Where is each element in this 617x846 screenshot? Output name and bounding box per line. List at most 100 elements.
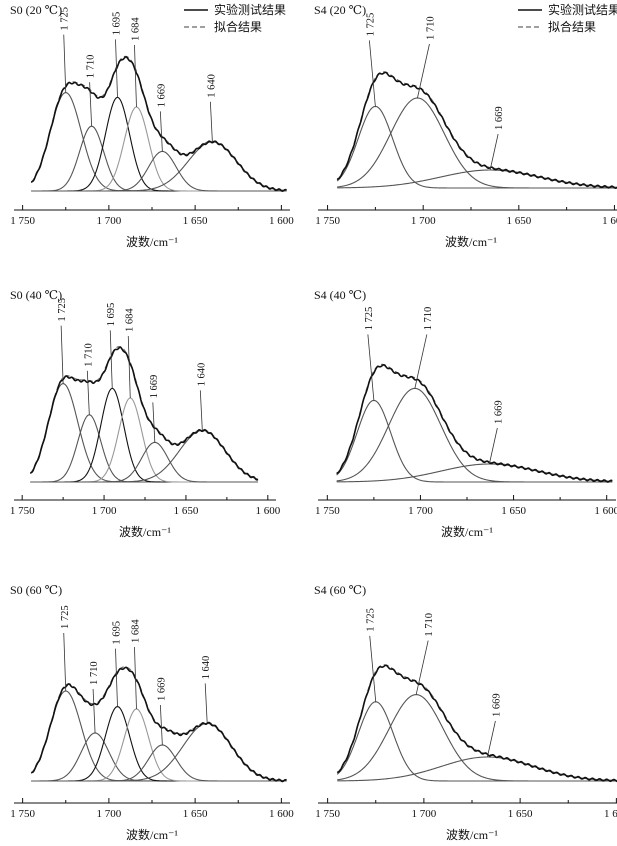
panel-title: S4 (40 ℃) <box>314 288 366 302</box>
fit-result-curve <box>29 346 259 480</box>
x-tick-label: 1 600 <box>269 215 294 227</box>
x-tick-label: 1 700 <box>412 808 437 820</box>
peak-label: 1 695 <box>112 12 123 36</box>
peak-leader-line <box>115 39 118 98</box>
peak-label: 1 725 <box>60 605 71 629</box>
component-peak-1669 <box>31 744 287 782</box>
peak-leader-line <box>92 688 96 734</box>
component-peak-1704 <box>337 694 617 782</box>
peak-label: 1 695 <box>106 303 117 327</box>
peak-label: 1 710 <box>86 55 97 79</box>
x-tick-label: 1 650 <box>183 215 208 227</box>
peak-leader-line <box>199 390 203 431</box>
peak-label: 1 640 <box>201 656 212 680</box>
x-tick-label: 1 750 <box>10 505 35 517</box>
peak-label: 1 640 <box>206 74 217 98</box>
peak-leader-line <box>134 44 137 108</box>
peak-leader-line <box>159 704 163 746</box>
peak-label: 1 684 <box>130 17 141 41</box>
fit-result-curve <box>30 55 287 192</box>
experimental-curve <box>30 55 287 193</box>
component-peak-1703 <box>337 97 617 189</box>
x-axis-label: 波数/cm⁻¹ <box>126 827 178 842</box>
peak-leader-line <box>115 648 118 707</box>
peak-leader-line <box>127 335 131 399</box>
legend-label: 拟合结果 <box>548 19 596 34</box>
peak-label: 1 725 <box>364 307 375 331</box>
peak-leader-line <box>109 330 113 389</box>
x-tick-label: 1 650 <box>174 505 199 517</box>
peak-label: 1 725 <box>57 298 68 322</box>
peak-leader-line <box>63 34 67 93</box>
component-peak-1665 <box>337 169 617 189</box>
experimental-curve <box>337 664 617 783</box>
x-tick-label: 1 700 <box>92 505 117 517</box>
legend-label: 实验测试结果 <box>548 2 617 17</box>
peak-leader-line <box>489 133 499 171</box>
component-peak-1667 <box>337 756 617 782</box>
peak-label: 1 669 <box>493 400 504 424</box>
peak-label: 1 695 <box>112 621 123 645</box>
peak-label: 1 669 <box>149 375 160 399</box>
panel-title: S4 (60 ℃) <box>314 583 366 597</box>
x-axis-label: 波数/cm⁻¹ <box>119 524 171 539</box>
peak-leader-line <box>417 43 430 99</box>
x-tick-label: 1 700 <box>408 505 433 517</box>
component-peak-1684 <box>31 708 287 782</box>
chart-panel-1: S0 (20 ℃) 1 750 1 700 1 650 1 600 波数/cm⁻¹ 1 72… <box>10 2 294 249</box>
chart-panel-4: S4 (40 ℃) 1 750 1 700 1 650 1 600 波数/cm⁻¹ 1 72… <box>314 288 617 539</box>
peak-leader-line <box>89 82 93 127</box>
legend-label: 拟合结果 <box>214 19 262 34</box>
experimental-curve <box>336 364 613 483</box>
x-tick-label: 1 600 <box>594 505 617 517</box>
peak-label: 1 710 <box>83 343 94 367</box>
peak-leader-line <box>86 370 90 415</box>
component-peak-1710 <box>31 125 287 192</box>
component-peak-1695 <box>31 706 287 782</box>
peak-leader-line <box>209 101 213 142</box>
peak-label: 1 684 <box>130 619 141 643</box>
peak-label: 1 669 <box>156 84 167 108</box>
x-tick-label: 1 600 <box>269 808 294 820</box>
x-tick-label: 1 700 <box>97 808 122 820</box>
peak-leader-line <box>60 325 64 384</box>
panel-title: S0 (40 ℃) <box>10 288 62 302</box>
x-tick-label: 1 600 <box>602 215 617 227</box>
x-tick-label: 1 700 <box>97 215 122 227</box>
x-axis-label: 波数/cm⁻¹ <box>126 234 178 249</box>
peak-label: 1 725 <box>366 608 377 632</box>
peak-label: 1 684 <box>124 308 135 332</box>
panel-title: S0 (60 ℃) <box>10 583 62 597</box>
peak-leader-line <box>368 40 376 107</box>
peak-label: 1 669 <box>491 693 502 717</box>
peak-leader-line <box>369 635 377 702</box>
component-peak-1640 <box>31 141 287 192</box>
x-axis-label: 波数/cm⁻¹ <box>446 827 498 842</box>
peak-label: 1 710 <box>425 16 436 40</box>
x-tick-label: 1 700 <box>411 215 436 227</box>
panel-title: S0 (20 ℃) <box>10 3 62 17</box>
peak-label: 1 725 <box>365 13 376 37</box>
peak-label: 1 669 <box>494 106 505 130</box>
chart-panel-3: S0 (40 ℃) 1 750 1 700 1 650 1 600 波数/cm⁻¹ 1 72… <box>10 288 281 539</box>
peak-leader-line <box>367 334 375 401</box>
experimental-curve <box>336 71 617 190</box>
chart-panel-2: S4 (20 ℃) 1 750 1 700 1 650 1 600 波数/cm⁻¹ 1 72… <box>314 2 617 249</box>
component-peak-1695 <box>30 387 258 483</box>
peak-leader-line <box>63 632 67 692</box>
component-peak-1640 <box>30 429 259 483</box>
x-tick-label: 1 650 <box>501 505 526 517</box>
peak-label: 1 725 <box>60 7 71 31</box>
x-tick-label: 1 650 <box>508 808 533 820</box>
peak-leader-line <box>487 720 496 758</box>
peak-label: 1 710 <box>424 613 435 637</box>
x-tick-label: 1 750 <box>315 808 340 820</box>
experimental-curve <box>30 346 259 481</box>
peak-leader-line <box>488 427 498 465</box>
peak-leader-line <box>134 646 137 710</box>
component-peak-1725 <box>336 701 617 782</box>
fit-result-curve <box>336 664 617 782</box>
panel-title: S4 (20 ℃) <box>314 3 366 17</box>
peak-leader-line <box>414 334 428 389</box>
